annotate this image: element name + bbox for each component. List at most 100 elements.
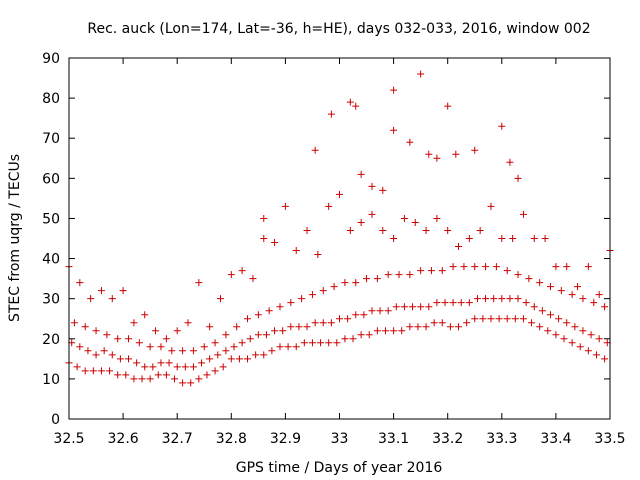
data-point xyxy=(482,263,490,271)
data-point xyxy=(538,307,546,315)
data-point xyxy=(422,226,430,234)
data-point xyxy=(400,303,408,311)
data-point xyxy=(352,279,360,287)
series-band_high xyxy=(65,190,614,343)
data-point xyxy=(601,303,609,311)
data-point xyxy=(135,339,143,347)
data-point xyxy=(203,371,211,379)
data-point xyxy=(211,367,219,375)
data-point xyxy=(260,214,268,222)
data-point xyxy=(430,319,438,327)
y-tick-label: 40 xyxy=(42,252,60,268)
data-point xyxy=(379,186,387,194)
data-point xyxy=(157,359,165,367)
data-point xyxy=(441,299,449,307)
data-point xyxy=(130,375,138,383)
data-point xyxy=(222,347,230,355)
series-band_upper xyxy=(70,263,609,355)
data-point xyxy=(498,235,506,242)
data-point xyxy=(433,214,441,222)
data-point xyxy=(271,327,279,335)
x-tick-label: 33.3 xyxy=(486,431,517,447)
data-point xyxy=(130,319,138,327)
data-point xyxy=(406,271,414,279)
data-point xyxy=(108,295,116,303)
data-point xyxy=(184,319,192,327)
data-point xyxy=(546,311,554,319)
data-point xyxy=(579,327,587,335)
data-point xyxy=(195,279,203,287)
data-point xyxy=(492,263,500,271)
data-point xyxy=(254,331,262,339)
data-point xyxy=(238,267,246,275)
data-point xyxy=(406,323,414,331)
data-point xyxy=(336,190,343,198)
data-point xyxy=(449,263,457,271)
data-point xyxy=(179,347,187,355)
data-point xyxy=(103,331,111,339)
data-point xyxy=(373,327,381,335)
data-point xyxy=(506,158,514,166)
data-point xyxy=(368,182,376,190)
y-tick-labels: 0 10 20 30 40 50 60 70 80 90 xyxy=(42,51,60,428)
data-point xyxy=(368,307,376,315)
data-point xyxy=(346,98,354,106)
data-point xyxy=(544,327,552,335)
data-point xyxy=(471,315,479,323)
y-axis-label: STEC from uqrg / TECUs xyxy=(7,154,23,322)
data-point xyxy=(279,327,287,335)
data-point xyxy=(595,291,603,299)
data-point xyxy=(92,327,100,335)
data-point xyxy=(444,102,452,110)
data-point xyxy=(417,70,425,78)
data-point xyxy=(546,283,554,291)
y-tick-label: 70 xyxy=(42,131,60,147)
data-point xyxy=(433,299,441,307)
data-point xyxy=(162,335,170,343)
data-point xyxy=(219,363,227,371)
data-point xyxy=(471,146,479,154)
data-point xyxy=(571,323,579,331)
data-point xyxy=(179,379,187,387)
data-point xyxy=(303,226,311,234)
data-point xyxy=(409,303,417,311)
x-tick-label: 32.5 xyxy=(53,431,84,447)
data-point xyxy=(400,214,408,222)
data-point xyxy=(325,202,333,210)
data-point xyxy=(84,347,92,355)
data-point xyxy=(503,267,511,275)
data-point xyxy=(579,295,587,303)
data-point xyxy=(506,295,514,303)
y-tick-label: 30 xyxy=(42,292,60,308)
data-point xyxy=(568,339,576,347)
data-point xyxy=(560,335,568,343)
data-point xyxy=(360,311,368,319)
data-point xyxy=(425,303,433,311)
data-point xyxy=(455,323,463,331)
data-point xyxy=(114,371,122,379)
data-point xyxy=(81,367,89,375)
data-point xyxy=(552,263,560,271)
data-point xyxy=(87,295,95,303)
data-point xyxy=(97,287,105,295)
data-point xyxy=(414,323,422,331)
data-point xyxy=(325,339,333,347)
data-point xyxy=(568,291,576,299)
data-point xyxy=(262,331,270,339)
data-point xyxy=(333,339,341,347)
data-point xyxy=(563,319,571,327)
data-point xyxy=(384,271,392,279)
data-point xyxy=(181,363,189,371)
data-point xyxy=(519,315,527,323)
data-point xyxy=(376,307,384,315)
data-point xyxy=(227,355,235,363)
data-point xyxy=(528,319,536,327)
data-point xyxy=(246,335,254,343)
data-point xyxy=(446,323,454,331)
data-point xyxy=(449,299,457,307)
data-point xyxy=(349,335,357,343)
x-tick-label: 32.9 xyxy=(270,431,301,447)
data-point xyxy=(427,267,435,275)
